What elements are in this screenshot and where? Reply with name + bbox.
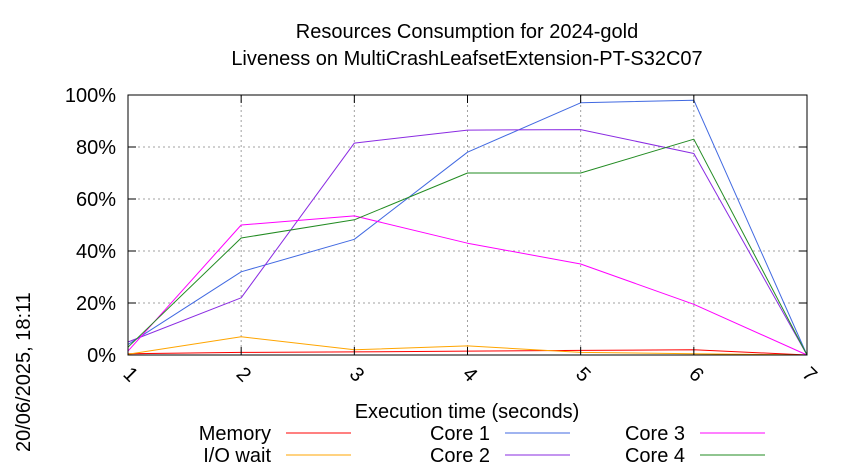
x-axis-label: Execution time (seconds) bbox=[355, 401, 580, 423]
y-tick-label: 60% bbox=[76, 189, 116, 211]
y-tick-label: 80% bbox=[76, 137, 116, 159]
x-tick-label: 1 bbox=[119, 363, 142, 386]
legend-label-core-4: Core 4 bbox=[625, 445, 685, 467]
legend-label-i-o-wait: I/O wait bbox=[203, 445, 271, 467]
x-tick-label: 7 bbox=[798, 363, 821, 386]
x-tick-label: 3 bbox=[345, 363, 368, 386]
y-tick-label: 40% bbox=[76, 241, 116, 263]
x-tick-label: 5 bbox=[571, 363, 594, 386]
series-line-core-2 bbox=[127, 129, 808, 356]
chart-title-line-1: Resources Consumption for 2024-gold bbox=[296, 21, 638, 43]
y-tick-label: 20% bbox=[76, 293, 116, 315]
chart-title-line-2: Liveness on MultiCrashLeafsetExtension-P… bbox=[231, 48, 702, 70]
grid bbox=[128, 95, 807, 355]
series-line-core-4 bbox=[127, 138, 808, 356]
y-tick-label: 0% bbox=[87, 345, 116, 367]
y-tick-label: 100% bbox=[65, 85, 116, 107]
legend-label-core-3: Core 3 bbox=[625, 423, 685, 445]
legend-label-core-1: Core 1 bbox=[430, 423, 490, 445]
x-tick-label: 2 bbox=[232, 363, 255, 386]
legend-label-memory: Memory bbox=[199, 423, 271, 445]
x-tick-label: 4 bbox=[458, 363, 481, 386]
x-tick-label: 6 bbox=[684, 363, 707, 386]
timestamp-label: 20/06/2025, 18:11 bbox=[13, 292, 35, 452]
series-line-core-3 bbox=[127, 215, 808, 356]
legend-label-core-2: Core 2 bbox=[430, 445, 490, 467]
